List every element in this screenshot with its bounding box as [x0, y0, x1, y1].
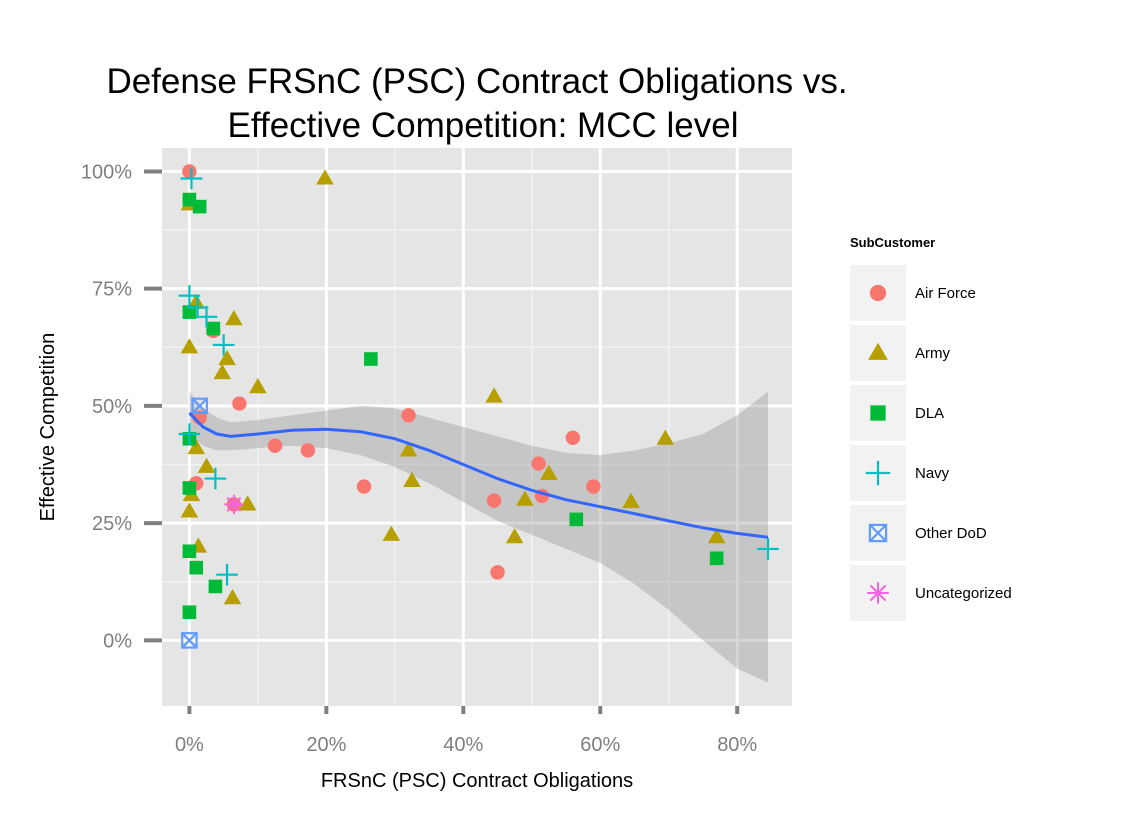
- air-force-point: [401, 408, 416, 423]
- x-tick-label: 40%: [443, 734, 483, 756]
- dla-point: [182, 192, 197, 207]
- dla-point: [192, 199, 207, 214]
- dla-point: [569, 512, 584, 527]
- y-tick-label: 100%: [81, 161, 132, 183]
- legend-label-other-dod: Other DoD: [915, 525, 987, 542]
- legend-label-uncategorized: Uncategorized: [915, 585, 1012, 602]
- air-force-point: [182, 164, 197, 179]
- legend-marker-navy: [865, 460, 891, 486]
- navy-point: [204, 467, 227, 490]
- navy-point: [212, 334, 235, 356]
- smooth-line: [188, 411, 769, 539]
- legend-label-air-force: Air Force: [915, 285, 976, 302]
- air-force-point: [356, 479, 372, 494]
- other-dod-point: [191, 397, 208, 415]
- legend-label-army: Army: [915, 345, 950, 362]
- army-point: [180, 502, 199, 518]
- dla-point: [182, 481, 197, 495]
- grid-lines: [162, 148, 792, 706]
- dla-point: [189, 560, 204, 575]
- army-point: [249, 378, 267, 394]
- navy-point: [186, 296, 209, 319]
- legend-marker-dla: [870, 405, 886, 421]
- x-axis-title: FRSnC (PSC) Contract Obligations: [321, 770, 633, 792]
- army-point: [213, 363, 232, 380]
- y-tick-label: 50%: [92, 396, 132, 418]
- data-points: [178, 164, 779, 649]
- army-point: [316, 169, 334, 185]
- army-point: [225, 310, 243, 326]
- air-force-point: [531, 456, 546, 471]
- axes: 0% 20% 40% 60% 80% 0% 25% 50% 75% 100%: [81, 161, 758, 756]
- y-tick-label: 75%: [92, 279, 132, 301]
- navy-point: [178, 423, 201, 445]
- y-axis-title: Effective Competition: [37, 333, 59, 522]
- army-point: [656, 429, 675, 445]
- army-point: [197, 457, 216, 473]
- dla-point: [208, 579, 223, 594]
- air-force-point: [232, 396, 247, 411]
- confidence-band-group: [189, 391, 768, 683]
- air-force-point: [490, 565, 505, 580]
- army-point: [540, 464, 558, 480]
- army-point: [516, 490, 534, 506]
- legend-label-navy: Navy: [915, 465, 950, 482]
- y-tick-label: 25%: [92, 513, 132, 535]
- chart-title-line-1: Defense FRSnC (PSC) Contract Obligations…: [106, 62, 847, 101]
- air-force-point: [586, 479, 601, 494]
- army-point: [223, 589, 242, 605]
- chart-title-line-2: Effective Competition: MCC level: [228, 106, 739, 145]
- army-point: [218, 349, 236, 366]
- confidence-band: [189, 391, 768, 683]
- legend-marker-army: [868, 342, 888, 360]
- air-force-point: [486, 493, 502, 508]
- y-tick-label: 0%: [103, 630, 132, 652]
- x-tick-label: 20%: [306, 734, 346, 756]
- dla-point: [182, 605, 197, 620]
- army-point: [187, 293, 206, 309]
- dla-point: [182, 544, 197, 559]
- air-force-point: [267, 438, 283, 453]
- army-point: [382, 525, 401, 541]
- dla-point: [206, 321, 221, 336]
- navy-point: [195, 306, 218, 328]
- legend-marker-air-force: [869, 284, 887, 302]
- legend: SubCustomer Air Force Army DLA Navy Other Do…: [850, 235, 1012, 621]
- army-point: [707, 528, 726, 544]
- legend-label-dla: DLA: [915, 405, 944, 422]
- army-point: [399, 441, 418, 457]
- army-point: [505, 528, 524, 544]
- smooth-line-group: [188, 411, 769, 539]
- uncategorized-point: [224, 494, 244, 514]
- x-tick-label: 60%: [580, 734, 620, 756]
- dla-point: [709, 551, 724, 566]
- other-dod-point: [181, 632, 198, 649]
- legend-title: SubCustomer: [850, 235, 935, 250]
- army-point: [403, 471, 421, 488]
- navy-point: [757, 538, 779, 560]
- army-point: [180, 338, 199, 354]
- legend-marker-uncategorized: [867, 582, 889, 604]
- navy-point: [216, 563, 238, 586]
- army-point: [238, 495, 257, 511]
- plot-panel: [162, 148, 792, 706]
- dla-point: [182, 305, 197, 319]
- x-tick-label: 0%: [175, 734, 204, 756]
- navy-point: [180, 167, 203, 190]
- navy-point: [178, 284, 201, 307]
- air-force-point: [300, 443, 316, 458]
- x-tick-label: 80%: [717, 734, 757, 756]
- army-point: [187, 438, 206, 455]
- air-force-point: [565, 430, 581, 445]
- dla-point: [364, 352, 378, 366]
- legend-marker-other-dod: [868, 523, 888, 543]
- army-point: [622, 492, 640, 509]
- army-point: [485, 387, 503, 403]
